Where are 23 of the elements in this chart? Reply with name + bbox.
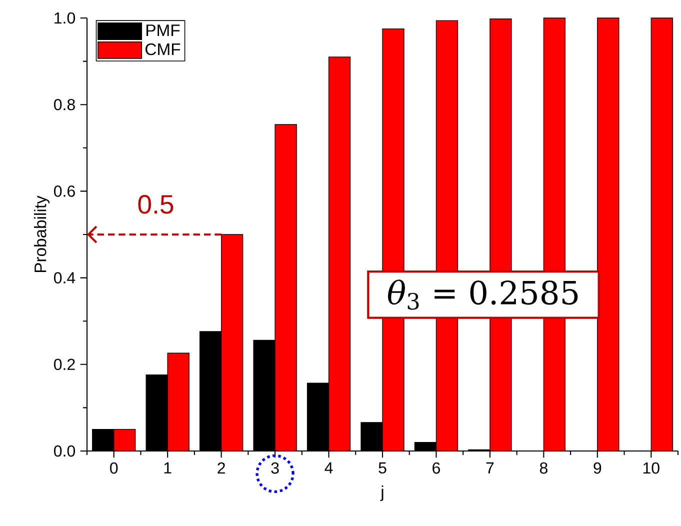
x-tick-label: 7 xyxy=(486,462,494,474)
y-tick-label: 1.0 xyxy=(54,12,76,24)
annotation: 0.5 xyxy=(138,194,174,214)
y-tick-label: 0.8 xyxy=(54,98,75,110)
y-tick-label: 0.6 xyxy=(54,186,75,197)
x-tick-label: 10 xyxy=(643,462,660,474)
x-tick-label: 6 xyxy=(432,462,440,474)
x-tick-label: 1 xyxy=(164,462,172,474)
x-tick-label: 4 xyxy=(324,462,333,474)
annotation: θ$_{3}$ = 0.2585 xyxy=(388,280,578,310)
y-tick-label: 0.4 xyxy=(54,272,76,284)
x-tick-label: 3 xyxy=(271,462,279,474)
x-tick-label: 8 xyxy=(540,462,548,474)
legend-label: CMF xyxy=(146,43,180,56)
x-tick-label: 5 xyxy=(378,462,386,474)
x-tick-label: 0 xyxy=(110,462,118,474)
x-tick-label: 2 xyxy=(218,462,225,474)
y-tick-label: 0.0 xyxy=(54,445,76,457)
y-axis-title: Probability xyxy=(34,196,50,272)
x-tick-label: 9 xyxy=(594,462,602,474)
legend-label: PMF xyxy=(146,24,180,36)
x-axis-title: j xyxy=(380,486,384,502)
y-tick-label: 0.2 xyxy=(54,358,75,370)
